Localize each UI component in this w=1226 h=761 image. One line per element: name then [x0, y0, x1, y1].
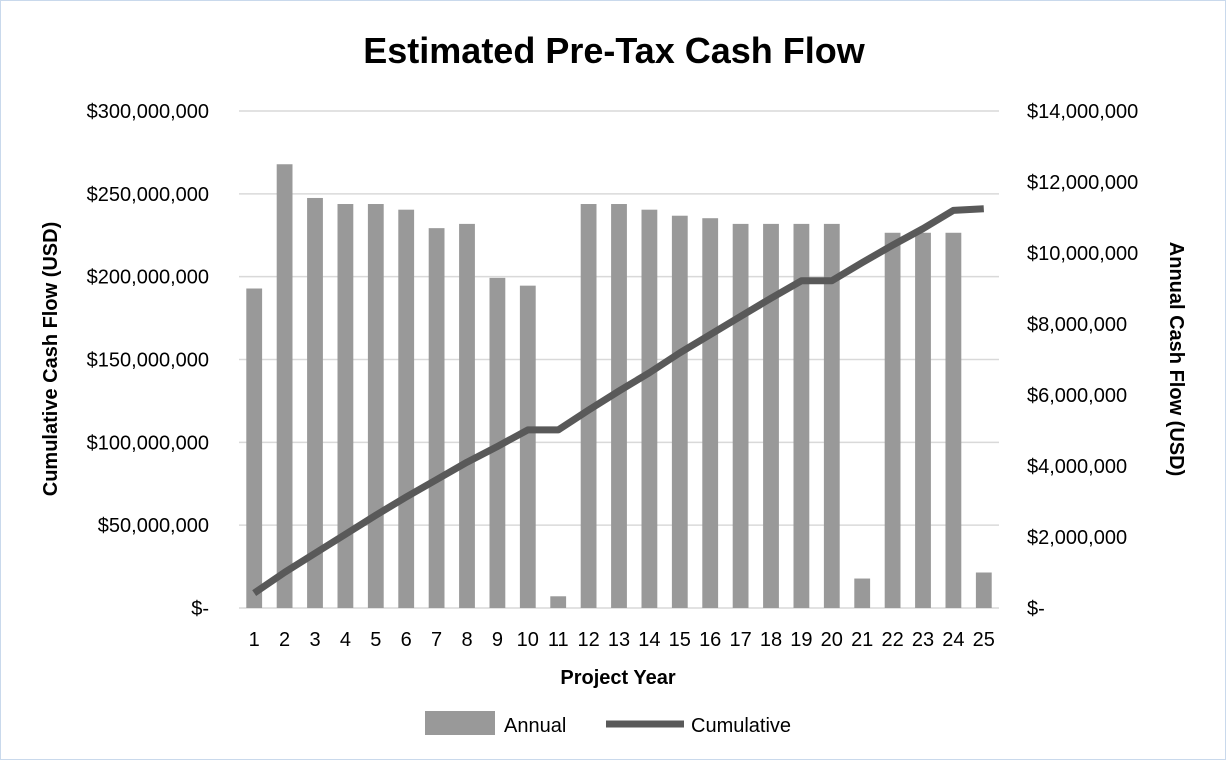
x-tick-label: 12 — [577, 629, 599, 651]
x-tick-label: 16 — [699, 629, 721, 651]
x-tick-label: 9 — [492, 629, 503, 651]
legend-label-cumulative: Cumulative — [691, 715, 791, 737]
annual-bar — [307, 197, 323, 608]
annual-bar — [793, 223, 810, 608]
x-tick-label: 18 — [760, 629, 782, 651]
left-tick-label: $- — [191, 598, 209, 620]
right-tick-label: $6,000,000 — [1027, 385, 1127, 407]
annual-bar — [428, 228, 445, 608]
annual-bar — [763, 223, 779, 608]
annual-bar — [671, 215, 688, 608]
x-tick-label: 17 — [729, 629, 751, 651]
x-tick-label: 20 — [821, 629, 843, 651]
x-tick-label: 5 — [370, 629, 381, 651]
annual-bar — [945, 232, 962, 608]
x-tick-label: 11 — [548, 629, 569, 651]
right-tick-label: $- — [1027, 598, 1045, 620]
annual-bar — [276, 164, 293, 608]
annual-bar — [702, 218, 719, 608]
left-axis-ticks: $- $50,000,000 $100,000,000 $150,000,000 $20… — [87, 101, 209, 620]
annual-bars — [246, 164, 992, 608]
legend-swatch-annual — [425, 711, 495, 735]
annual-bar — [641, 209, 658, 608]
annual-bar — [367, 204, 384, 608]
annual-bar — [915, 232, 931, 608]
annual-bar — [975, 572, 992, 608]
annual-bar — [246, 288, 263, 608]
x-tick-label: 6 — [401, 629, 412, 651]
x-tick-label: 15 — [669, 629, 691, 651]
x-tick-label: 25 — [973, 629, 995, 651]
annual-bar — [854, 578, 871, 608]
x-tick-label: 22 — [881, 629, 903, 651]
right-axis-title: Annual Cash Flow (USD) — [1165, 242, 1187, 476]
x-tick-label: 14 — [638, 629, 660, 651]
right-tick-label: $10,000,000 — [1027, 243, 1138, 265]
annual-bar — [459, 223, 475, 608]
left-tick-label: $300,000,000 — [87, 101, 209, 123]
x-tick-label: 8 — [461, 629, 472, 651]
annual-bar — [398, 209, 415, 608]
x-tick-label: 23 — [912, 629, 934, 651]
annual-bar — [519, 285, 536, 608]
right-tick-label: $2,000,000 — [1027, 527, 1127, 549]
annual-bar — [823, 223, 840, 608]
annual-bar — [550, 596, 567, 608]
x-tick-label: 10 — [517, 629, 539, 651]
x-tick-label: 19 — [790, 629, 812, 651]
right-axis-ticks: $- $2,000,000 $4,000,000 $6,000,000 $8,000,0… — [1027, 101, 1138, 620]
x-axis-title: Project Year — [560, 667, 675, 689]
x-tick-label: 3 — [309, 629, 320, 651]
right-tick-label: $4,000,000 — [1027, 456, 1127, 478]
annual-bar — [732, 223, 749, 608]
left-tick-label: $200,000,000 — [87, 267, 209, 289]
annual-bar — [611, 204, 627, 608]
right-tick-label: $14,000,000 — [1027, 101, 1138, 123]
left-axis-title: Cumulative Cash Flow (USD) — [40, 222, 62, 496]
x-tick-label: 24 — [942, 629, 964, 651]
x-tick-label: 21 — [851, 629, 873, 651]
annual-bar — [884, 232, 901, 608]
x-tick-label: 13 — [608, 629, 630, 651]
left-tick-label: $150,000,000 — [87, 350, 209, 372]
x-axis-ticks: 1 2 3 4 5 6 7 8 9 10 11 12 13 14 15 16 17 18 19 20 21 22 23 24 2… — [249, 629, 995, 651]
right-tick-label: $8,000,000 — [1027, 314, 1127, 336]
left-tick-label: $50,000,000 — [98, 515, 209, 537]
annual-bar — [337, 204, 354, 608]
x-tick-label: 7 — [431, 629, 442, 651]
x-tick-label: 2 — [279, 629, 290, 651]
chart-title: Estimated Pre-Tax Cash Flow — [363, 30, 865, 71]
left-tick-label: $250,000,000 — [87, 184, 209, 206]
cumulative-line-group — [252, 205, 984, 596]
cumulative-line — [252, 205, 984, 596]
x-tick-label: 4 — [340, 629, 351, 651]
x-tick-label: 1 — [249, 629, 260, 651]
legend-label-annual: Annual — [504, 715, 566, 737]
right-tick-label: $12,000,000 — [1027, 172, 1138, 194]
left-tick-label: $100,000,000 — [87, 432, 209, 454]
legend: Annual Cumulative — [425, 711, 791, 737]
